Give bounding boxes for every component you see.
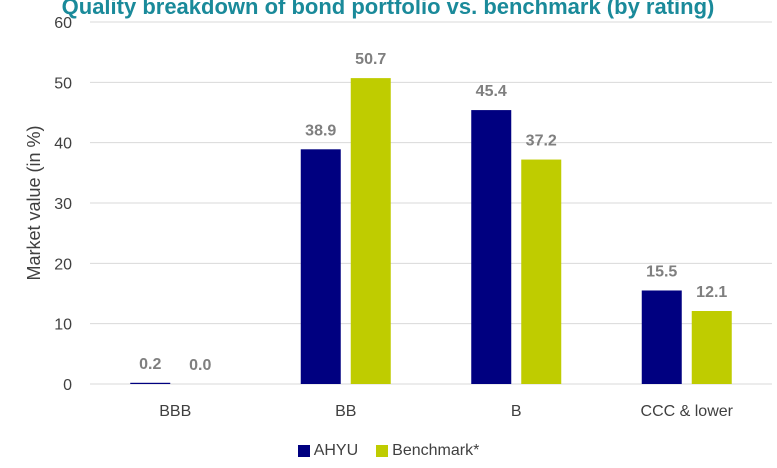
legend-item-benchmark: Benchmark* — [376, 442, 479, 460]
x-axis-ticks: BBB BB B CCC & lower — [159, 403, 733, 420]
bar-ahyu — [300, 149, 341, 384]
y-tick-label: 50 — [54, 75, 72, 92]
y-axis-ticks: 0 10 20 30 40 50 60 — [54, 15, 72, 394]
legend-item-ahyu: AHYU — [297, 442, 359, 460]
data-label: 12.1 — [696, 284, 727, 301]
data-label: 45.4 — [476, 83, 507, 100]
x-tick-label: CCC & lower — [641, 403, 734, 420]
bar-benchmark — [521, 159, 562, 384]
x-tick-label: B — [511, 403, 522, 420]
legend-swatch-ahyu — [297, 445, 310, 457]
x-tick-label: BBB — [159, 403, 191, 420]
y-tick-label: 0 — [63, 377, 72, 394]
bar-ahyu — [471, 110, 512, 384]
y-tick-label: 10 — [54, 317, 72, 334]
legend-label-benchmark: Benchmark* — [392, 442, 480, 459]
chart-title: Quality breakdown of bond portfolio vs. … — [62, 0, 715, 19]
legend-swatch-benchmark — [376, 445, 389, 457]
legend-label-ahyu: AHYU — [313, 442, 359, 459]
bars: 0.2 0.0 38.9 50.7 45.4 37.2 15.5 12.1 — [130, 51, 732, 385]
x-tick-label: BB — [335, 403, 356, 420]
data-label: 15.5 — [646, 263, 677, 280]
y-tick-label: 30 — [54, 196, 72, 213]
y-tick-label: 20 — [54, 256, 72, 273]
bar-benchmark — [691, 310, 732, 384]
bar-ahyu — [130, 382, 171, 384]
gridlines — [90, 21, 772, 385]
data-label: 38.9 — [305, 122, 336, 139]
data-label: 0.2 — [139, 356, 161, 373]
y-tick-label: 40 — [54, 136, 72, 153]
bar-ahyu — [641, 290, 682, 384]
data-label: 50.7 — [355, 51, 386, 68]
y-axis-label: Market value (in %) — [24, 125, 44, 280]
data-label: 37.2 — [526, 133, 557, 150]
legend: AHYU Benchmark* — [0, 442, 777, 460]
y-tick-label: 60 — [54, 15, 72, 32]
bar-benchmark — [350, 78, 391, 385]
data-label: 0.0 — [189, 357, 211, 374]
